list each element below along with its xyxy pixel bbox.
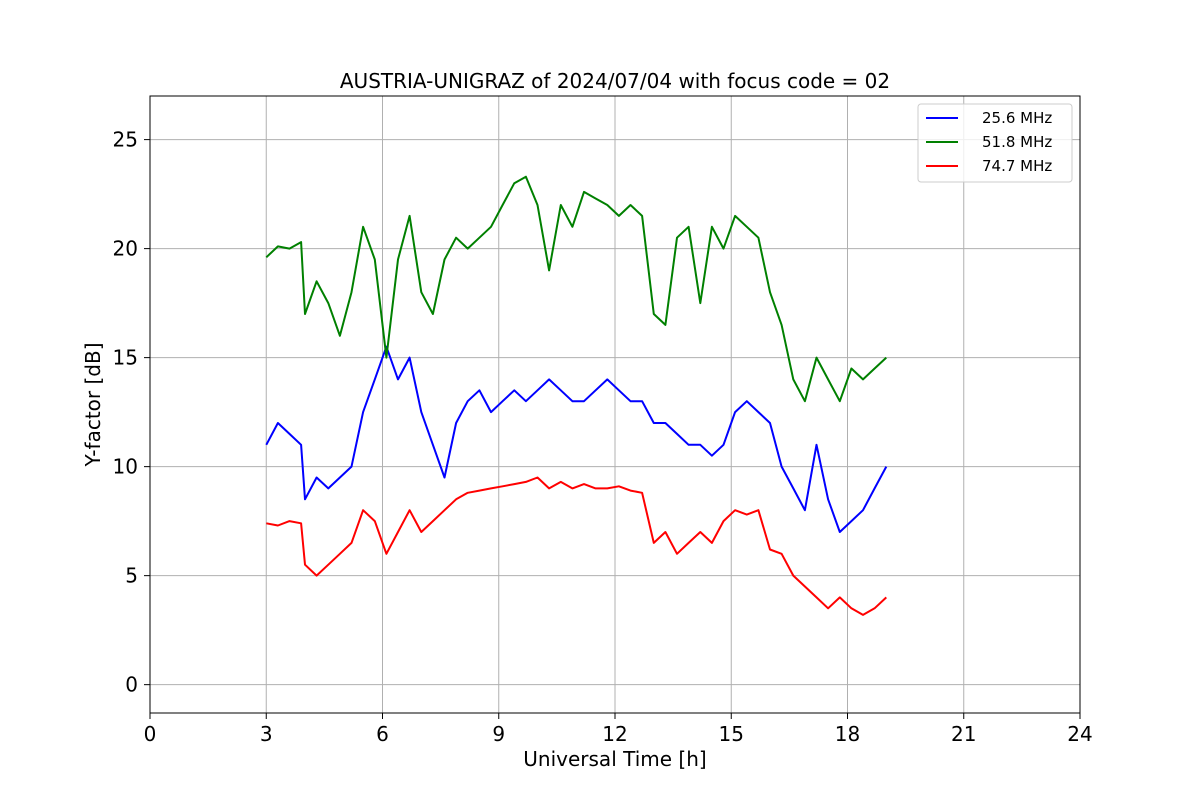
- y-tick-label-0: 0: [125, 673, 138, 697]
- x-tick-label-7: 21: [951, 722, 976, 746]
- legend-label-0: 25.6 MHz: [982, 109, 1052, 127]
- x-tick-label-4: 12: [602, 722, 627, 746]
- legend: 25.6 MHz 51.8 MHz 74.7 MHz: [917, 103, 1073, 183]
- x-tick-label-8: 24: [1067, 722, 1092, 746]
- x-axis-label: Universal Time [h]: [523, 747, 706, 771]
- y-tick-label-1: 5: [125, 564, 138, 588]
- series-line-0: [265, 345, 888, 533]
- y-axis-label: Y-factor [dB]: [81, 342, 105, 467]
- x-tick-label-3: 9: [492, 722, 505, 746]
- legend-label-2: 74.7 MHz: [982, 157, 1052, 175]
- series-line-1: [265, 175, 887, 403]
- x-tick-label-5: 15: [719, 722, 744, 746]
- y-tick-label-2: 10: [113, 455, 138, 479]
- x-tick-label-1: 3: [260, 722, 273, 746]
- plot-series: [265, 175, 888, 616]
- y-tick-label-4: 20: [113, 237, 138, 261]
- x-tick-label-0: 0: [144, 722, 157, 746]
- series-line-2: [266, 476, 887, 616]
- y-tick-label-5: 25: [113, 128, 138, 152]
- axis-ticks: 0 3 6 9 12 15 18 21 24 0 5 10 15 20 25: [113, 128, 1093, 746]
- x-tick-label-2: 6: [376, 722, 389, 746]
- legend-box: [917, 103, 1073, 183]
- y-tick-label-3: 15: [113, 346, 138, 370]
- x-tick-label-6: 18: [835, 722, 860, 746]
- legend-label-1: 51.8 MHz: [982, 133, 1052, 151]
- chart-title: AUSTRIA-UNIGRAZ of 2024/07/04 with focus…: [340, 69, 890, 93]
